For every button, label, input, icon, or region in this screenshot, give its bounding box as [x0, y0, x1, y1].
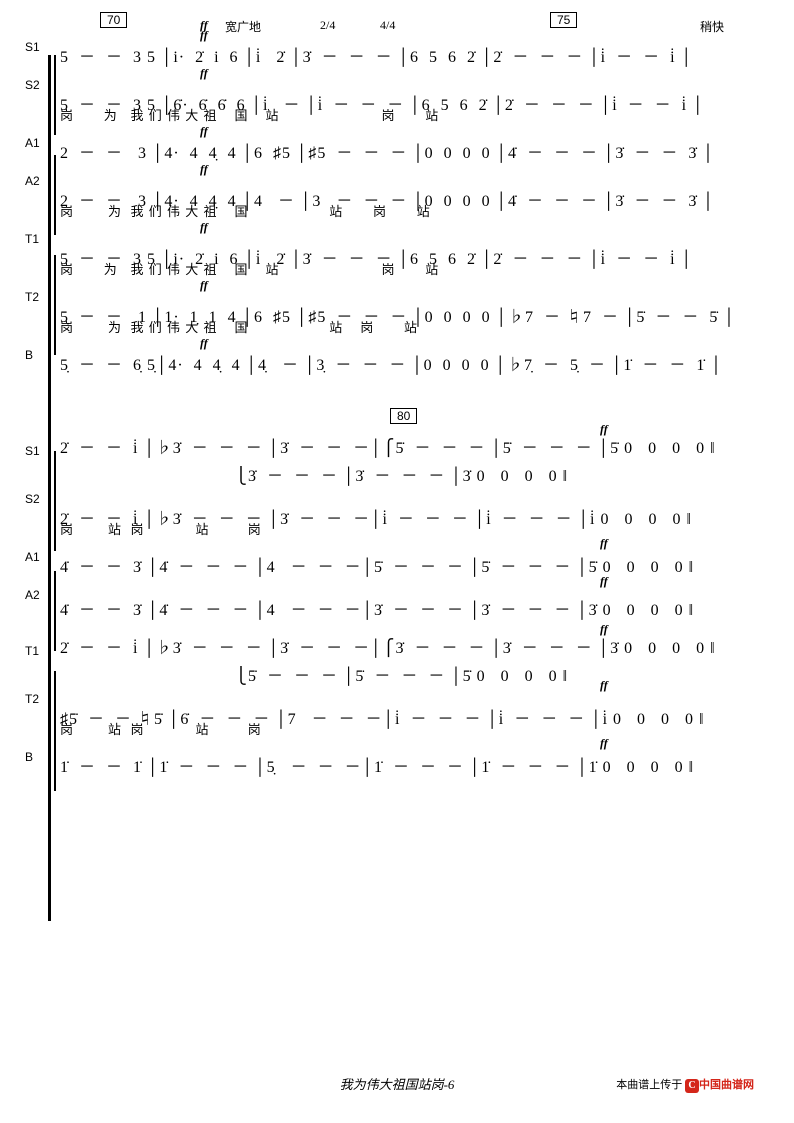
voice-a1: A1 ff 2 － － 3 │4· 4 4̣ 4 │6 ♯5 │♯5 － － －… — [60, 126, 754, 164]
footer-title: 我为伟大祖国站岗-6 — [340, 1074, 455, 1093]
voice-s1-bot: ⎩3̇ － － － │3̇ － － － │3̇ 0 0 0 0 ‖ — [60, 454, 754, 482]
voice-a1-2: A1 ff 4̇ － － 3̇ │4̇ － － － │4 － － －│5̇ － … — [60, 540, 754, 578]
label-a2-2: A2 — [25, 588, 40, 602]
notes-a1-2: 4̇ － － 3̇ │4̇ － － － │4 － － －│5̇ － － － │5… — [60, 541, 694, 577]
notes-s1b: ⎩3̇ － － － │3̇ － － － │3̇ 0 0 0 0 ‖ — [60, 450, 568, 486]
lyrics-a2: 岗 为 我 们 伟 大 祖 国 站 岗 站 — [60, 201, 431, 220]
voice-t1-bot: ⎩5̇ － － － │5̇ － － － │5̇ 0 0 0 0 ‖ — [60, 654, 754, 682]
voice-a2-2: A2 ff 4̇ － － 3̇ │4̇ － － － │4 － － －│3̇ － … — [60, 578, 754, 626]
lyrics-s2: 岗 为 我 们 伟 大 祖 国 站 岗 站 — [60, 105, 439, 124]
lyrics-s2-2: 岗 站 岗 站 岗 — [60, 519, 262, 538]
notes-a1: 2 － － 3 │4· 4 4̣ 4 │6 ♯5 │♯5 － － － │0 0 … — [60, 127, 715, 163]
lyrics-t2-2: 岗 站 岗 站 岗 — [60, 719, 262, 738]
voice-t1: T1 ff 5 － － 3 5 │i· 2̇ i 6 │i̇ 2̇ │3̇ － … — [60, 222, 754, 280]
voice-s2: S2 ff 5 － － 3 5 │6̇· 6̇ 6̇ 6 │i̇ － │i̇ －… — [60, 68, 754, 126]
label-t2-2: T2 — [25, 692, 39, 706]
logo-icon: C — [685, 1079, 699, 1093]
system-1: 70 75 ff 宽广地 2/4 4/4 稍快 S1 ff 5 － － 3 5 … — [60, 30, 754, 376]
label-b-2: B — [25, 750, 33, 764]
label-t1: T1 — [25, 232, 39, 246]
lyrics-t2: 岗 为 我 们 伟 大 祖 国 站 岗 站 — [60, 317, 418, 336]
label-a2: A2 — [25, 174, 40, 188]
label-t1-2: T1 — [25, 644, 39, 658]
label-s2: S2 — [25, 78, 40, 92]
label-s2-2: S2 — [25, 492, 40, 506]
lyrics-t1: 岗 为 我 们 伟 大 祖 国 站 岗 站 — [60, 259, 439, 278]
label-s1-2: S1 — [25, 444, 40, 458]
voice-t2: T2 ff 5̣ － － 1 │1· 1̣ 1 4 │6 ♯5 │♯5 － － … — [60, 280, 754, 338]
notes-b: 5̣ － － 6̣ 5̣│4· 4 4̣ 4 │4̣ － │3̣ － － － │… — [60, 339, 723, 375]
notes-s1: 5 － － 3 5 │i· 2̇ i 6 │i̇ 2̇ │3̇ － － － │6… — [60, 31, 693, 67]
voice-b: B ff 5̣ － － 6̣ 5̣│4· 4 4̣ 4 │4̣ － │3̣ － … — [60, 338, 754, 376]
rehearsal-75: 75 — [550, 12, 577, 28]
voice-t2-2: T2 ff ♯5̇ － － ♮5̇ │6̇ － － － │7 － － －│i̇ … — [60, 682, 754, 740]
voice-a2: A2 ff 2 － － 3 │4· 4 4̣ 4 │4 － │3 － － － │… — [60, 164, 754, 222]
voice-s1: S1 ff 5 － － 3 5 │i· 2̇ i 6 │i̇ 2̇ │3̇ － … — [60, 30, 754, 68]
label-t2: T2 — [25, 290, 39, 304]
logo-text: 中国曲谱网 — [699, 1079, 754, 1091]
voice-s2-2: S2 2̇ － － i̇ │♭3̇ － － － │3̇ － － －│i̇ － －… — [60, 482, 754, 540]
voice-b-2: B ff 1̇ － － 1̇ │1̇ － － － │5̣ － － －│1̇ － … — [60, 740, 754, 778]
rehearsal-70: 70 — [100, 12, 127, 28]
system-2: 80 S1 ff 2̇ － － i̇ │♭3̇ － － － │3̇ － － －│… — [60, 426, 754, 778]
notes-b-2: 1̇ － － 1̇ │1̇ － － － │5̣ － － －│1̇ － － － │… — [60, 741, 694, 777]
footer-prefix: 本曲谱上传于 — [616, 1079, 682, 1091]
label-b: B — [25, 348, 33, 362]
notes-t1b: ⎩5̇ － － － │5̇ － － － │5̇ 0 0 0 0 ‖ — [60, 650, 568, 686]
label-s1: S1 — [25, 40, 40, 54]
notes-a2-2: 4̇ － － 3̇ │4̇ － － － │4 － － －│3̇ － － － │3… — [60, 584, 694, 620]
footer-credit: 本曲谱上传于 C中国曲谱网 — [616, 1076, 754, 1093]
label-a1-2: A1 — [25, 550, 40, 564]
label-a1: A1 — [25, 136, 40, 150]
